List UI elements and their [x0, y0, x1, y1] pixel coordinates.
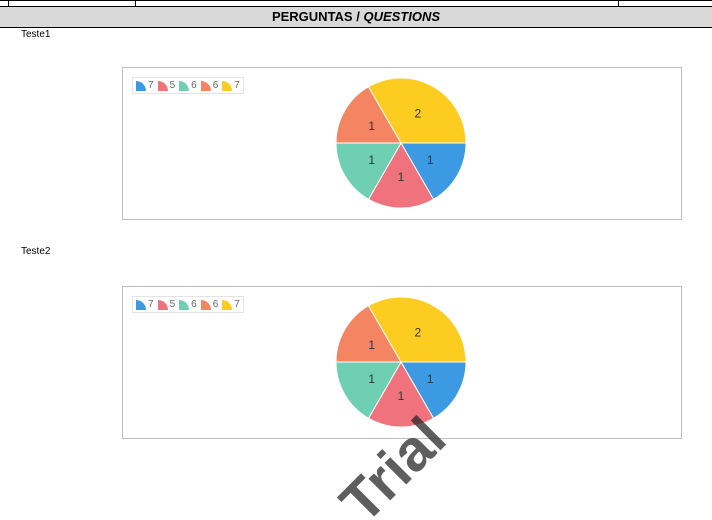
legend-label: 6: [191, 80, 197, 91]
legend-swatch-icon: [179, 299, 190, 310]
pie-slice[interactable]: [400, 361, 466, 419]
legend-item[interactable]: 7: [136, 299, 154, 310]
pie-slice[interactable]: [336, 86, 402, 144]
chart-legend: 7 5 6 6 7: [132, 77, 244, 94]
pie-slice-label: 1: [368, 372, 375, 386]
legend-swatch-icon: [222, 299, 233, 310]
chart-legend: 7 5 6 6 7: [132, 296, 244, 313]
pie-slice-label: 1: [398, 170, 405, 184]
pie-slice-label: 2: [415, 326, 422, 340]
pie-slice[interactable]: [336, 361, 402, 419]
pie-slice-label: 1: [368, 119, 375, 133]
section-header: PERGUNTAS / QUESTIONS: [0, 6, 712, 28]
legend-item[interactable]: 5: [157, 80, 176, 91]
legend-swatch-icon: [222, 80, 233, 91]
legend-item[interactable]: 7: [222, 80, 240, 91]
pie-slice-label: 1: [427, 153, 434, 167]
legend-swatch-icon: [136, 299, 146, 310]
chart-panel-2: 7 5 6 6 7 1 1 1 1 2: [122, 286, 682, 439]
pie-slice[interactable]: [367, 297, 467, 363]
chart-panel-1: 7 5 6 6 7 1 1 1 1 2: [122, 67, 682, 220]
question-label-1: Teste1: [21, 29, 51, 40]
legend-item[interactable]: 5: [157, 299, 176, 310]
table-cell-divider: [618, 1, 619, 6]
legend-swatch-icon: [200, 299, 211, 310]
legend-swatch-icon: [179, 80, 190, 91]
table-cell-divider: [8, 1, 9, 6]
legend-item[interactable]: 6: [179, 80, 197, 91]
question-label-2: Teste2: [21, 246, 51, 257]
pie-slice[interactable]: [367, 141, 435, 208]
table-cell-divider: [135, 1, 136, 6]
legend-label: 6: [212, 80, 219, 91]
pie-slice-label: 2: [415, 107, 422, 121]
legend-item[interactable]: 7: [136, 80, 154, 91]
header-title: PERGUNTAS /: [271, 9, 364, 24]
legend-label: 7: [148, 80, 154, 91]
legend-label: 5: [169, 80, 176, 91]
pie-slice[interactable]: [336, 305, 402, 363]
legend-item[interactable]: 7: [222, 299, 240, 310]
legend-label: 5: [169, 299, 176, 310]
pie-slice[interactable]: [336, 142, 402, 200]
legend-swatch-icon: [200, 80, 211, 91]
legend-item[interactable]: 6: [179, 299, 197, 310]
pie-slice-label: 1: [427, 372, 434, 386]
legend-swatch-icon: [136, 80, 146, 91]
legend-item[interactable]: 6: [200, 80, 219, 91]
pie-slice-label: 1: [398, 389, 405, 403]
pie-slice[interactable]: [400, 142, 466, 200]
pie-slice[interactable]: [367, 360, 435, 427]
pie-slice-label: 1: [368, 153, 375, 167]
legend-item[interactable]: 6: [200, 299, 219, 310]
pie-slice-label: 1: [368, 338, 375, 352]
legend-label: 7: [234, 80, 240, 91]
legend-swatch-icon: [157, 80, 168, 91]
pie-slice[interactable]: [367, 78, 467, 144]
legend-label: 7: [234, 299, 240, 310]
pie-chart: 1 1 1 1 2: [336, 297, 466, 427]
pie-chart: 1 1 1 1 2: [336, 78, 466, 208]
legend-label: 6: [191, 299, 197, 310]
header-title-english: QUESTIONS: [363, 9, 441, 24]
top-table-strip: [0, 0, 712, 6]
legend-label: 7: [148, 299, 154, 310]
legend-label: 6: [212, 299, 219, 310]
legend-swatch-icon: [157, 299, 168, 310]
